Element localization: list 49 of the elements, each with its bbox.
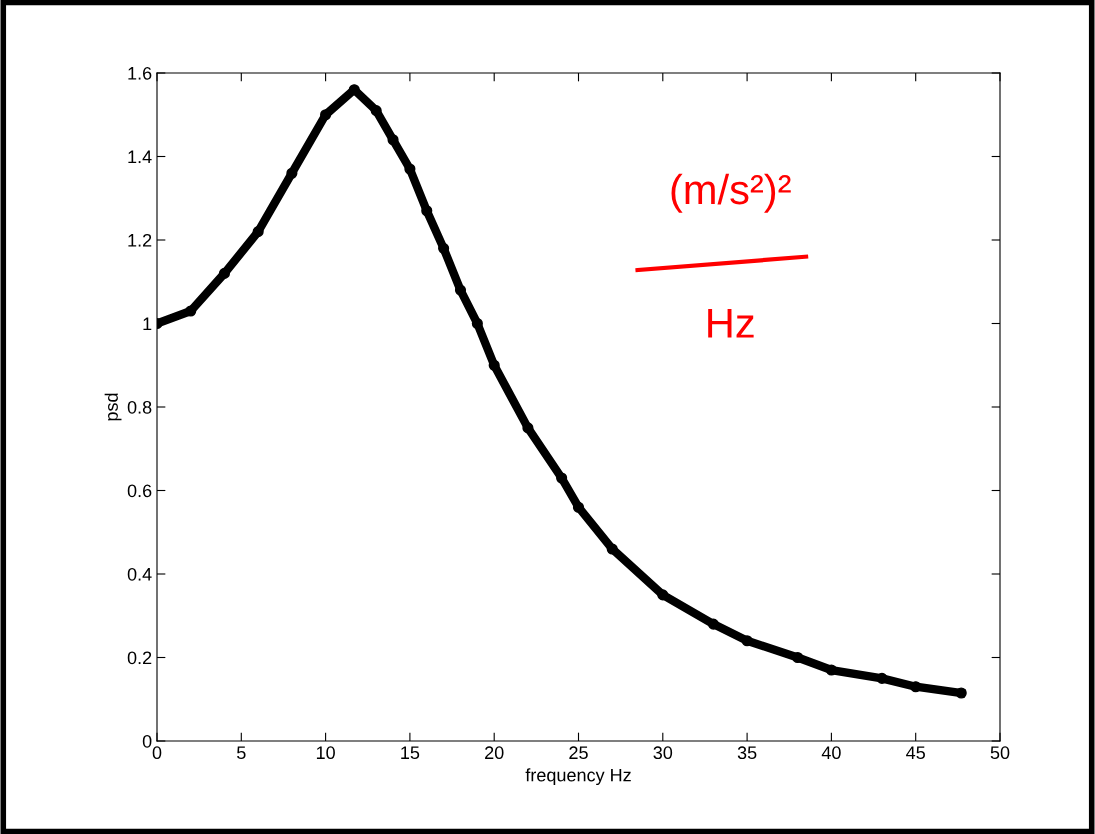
y-tick-label: 1.2 (128, 233, 152, 247)
x-tick-label: 10 (316, 746, 335, 760)
point (876, 672, 888, 684)
point (218, 267, 230, 279)
point (657, 589, 669, 601)
y-tick-label: 0.8 (127, 400, 152, 414)
x-tick-label: 0 (152, 746, 162, 760)
x-tick-label: 35 (737, 746, 757, 760)
point (471, 317, 483, 330)
y-tick-label: 0 (142, 734, 152, 748)
x-tick-label: 25 (569, 746, 588, 760)
x-tick-label: 15 (401, 746, 420, 760)
point (421, 205, 433, 217)
point (825, 664, 837, 676)
y-tick-label: 0.4 (127, 567, 152, 581)
y-tick-label: 0.6 (127, 484, 152, 498)
point (387, 134, 399, 146)
annotation: Hz (708, 308, 754, 338)
point (572, 501, 585, 513)
annotation: (m/s²)² (671, 173, 791, 213)
y-tick-label: 1 (143, 317, 152, 331)
x-tick-label: 30 (653, 746, 673, 760)
point (348, 84, 360, 96)
point (556, 472, 568, 484)
point (286, 167, 298, 179)
point (185, 305, 197, 317)
point (320, 109, 332, 121)
point (454, 284, 467, 296)
point (522, 422, 534, 434)
x-tick-label: 40 (821, 746, 841, 760)
point (370, 105, 382, 117)
point (404, 163, 416, 175)
x-axis-title: frequency Hz (525, 768, 631, 786)
point (707, 618, 719, 630)
x-tick-label: 5 (237, 746, 246, 760)
y-axis-title: psd (104, 393, 122, 421)
point (252, 226, 264, 238)
point (488, 359, 500, 371)
x-tick-label: 20 (485, 746, 504, 760)
y-tick-label: 1.6 (128, 66, 152, 80)
x-tick-label: 50 (990, 746, 1010, 760)
y-tick-label: 1.4 (128, 150, 152, 164)
point (792, 651, 804, 664)
point (955, 687, 967, 699)
point (606, 543, 618, 555)
y-tick-label: 0.2 (127, 651, 152, 665)
point (741, 635, 753, 647)
x-tick-label: 45 (906, 746, 925, 760)
point (438, 242, 450, 254)
